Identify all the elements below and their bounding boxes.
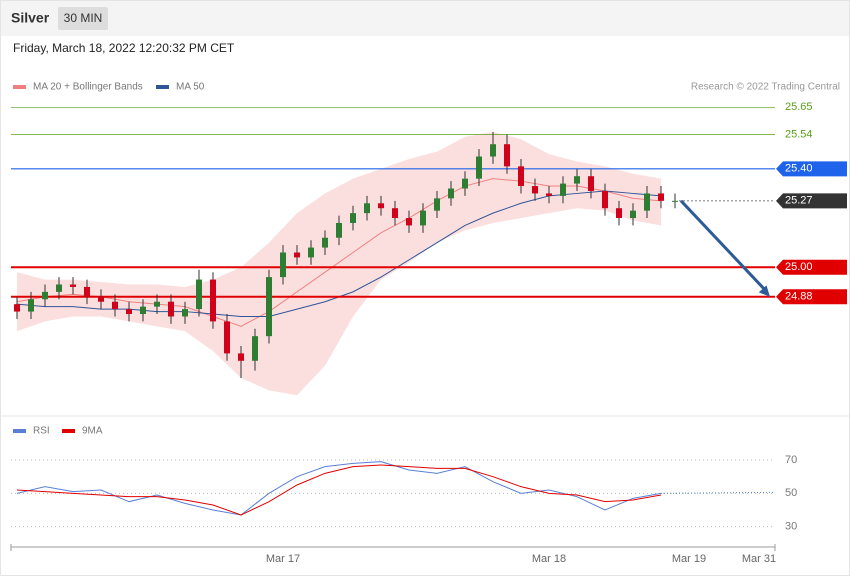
candle-body xyxy=(644,193,650,211)
candle-body xyxy=(406,218,412,226)
y-tick-label: 30 xyxy=(785,521,797,533)
y-tick-label: 70 xyxy=(785,454,797,466)
candle-body xyxy=(602,190,608,209)
legend-label: MA 20 + Bollinger Bands xyxy=(33,82,143,93)
candle-body xyxy=(448,188,454,199)
interval-button[interactable] xyxy=(58,7,108,30)
level-label: 25.54 xyxy=(785,128,813,140)
candle-body xyxy=(84,286,90,297)
level-label: 25.65 xyxy=(785,101,813,113)
candle-body xyxy=(462,178,468,189)
candle-body xyxy=(28,299,34,312)
candle-body xyxy=(392,208,398,219)
candle-body xyxy=(532,186,538,194)
candle-body xyxy=(42,291,48,300)
candle-body xyxy=(308,247,314,258)
candle-body xyxy=(476,156,482,179)
candle-body xyxy=(658,193,664,201)
indicator-extension xyxy=(660,491,776,494)
level-label: 25.27 xyxy=(785,195,813,207)
x-tick-label: Mar 17 xyxy=(266,553,300,565)
candle-body xyxy=(252,336,258,361)
legend-swatch xyxy=(13,85,26,89)
candle-body xyxy=(574,176,580,184)
candle-body xyxy=(126,309,132,315)
candle-body xyxy=(434,198,440,211)
x-tick-label: Mar 18 xyxy=(532,553,566,565)
level-tag xyxy=(776,193,847,209)
candle-body xyxy=(140,306,146,315)
candle-body xyxy=(112,301,118,310)
legend-swatch xyxy=(62,429,75,433)
forecast-arrow xyxy=(679,199,766,290)
level-tag xyxy=(776,161,847,177)
candle-body xyxy=(280,252,286,278)
candle-body xyxy=(70,284,76,287)
candle-body xyxy=(154,301,160,307)
legend-swatch xyxy=(156,85,169,89)
candle-body xyxy=(490,144,496,157)
timestamp: Friday, March 18, 2022 12:20:32 PM CET xyxy=(13,41,235,55)
title: Silver xyxy=(11,10,50,26)
candle-body xyxy=(294,252,300,258)
candle-body xyxy=(56,284,62,292)
y-tick-label: 50 xyxy=(785,487,797,499)
legend-label: 9MA xyxy=(82,426,103,437)
level-tag xyxy=(776,259,847,275)
candle-body xyxy=(182,309,188,317)
indicator-line xyxy=(16,464,662,516)
candle-body xyxy=(378,203,384,209)
candle-body xyxy=(196,279,202,310)
candle-body xyxy=(588,176,594,191)
candle-body xyxy=(518,166,524,187)
candle-body xyxy=(546,193,552,196)
candle-body xyxy=(238,353,244,361)
candle-body xyxy=(266,277,272,337)
legend-label: MA 50 xyxy=(176,82,205,93)
forecast-arrowhead xyxy=(758,285,770,297)
candle-body xyxy=(224,321,230,354)
candle-body xyxy=(14,304,20,312)
level-label: 25.00 xyxy=(785,261,813,273)
legend-swatch xyxy=(13,429,26,433)
candle-body xyxy=(322,237,328,248)
indicator-line xyxy=(16,461,662,516)
ma-line xyxy=(16,178,662,327)
candle-body xyxy=(350,213,356,223)
candle-body xyxy=(504,144,510,167)
candle-body xyxy=(210,279,216,322)
level-label: 24.88 xyxy=(785,291,813,303)
candle-body xyxy=(168,301,174,317)
candle-body xyxy=(420,210,426,226)
candle-body xyxy=(672,200,678,202)
credit: Research © 2022 Trading Central xyxy=(691,82,840,93)
candle-body xyxy=(560,183,566,196)
legend-label: RSI xyxy=(33,426,50,437)
candle-body xyxy=(336,222,342,238)
candle-body xyxy=(364,203,370,214)
level-tag xyxy=(776,289,847,305)
candle-body xyxy=(616,208,622,219)
candle-body xyxy=(630,210,636,219)
bollinger-band xyxy=(17,131,661,396)
interval[interactable]: 30 MIN xyxy=(64,11,103,25)
x-tick-label: Mar 31 xyxy=(742,553,776,565)
level-label: 25.40 xyxy=(785,163,813,175)
header-bar xyxy=(0,0,850,36)
x-tick-label: Mar 19 xyxy=(672,553,706,565)
candle-body xyxy=(98,296,104,302)
